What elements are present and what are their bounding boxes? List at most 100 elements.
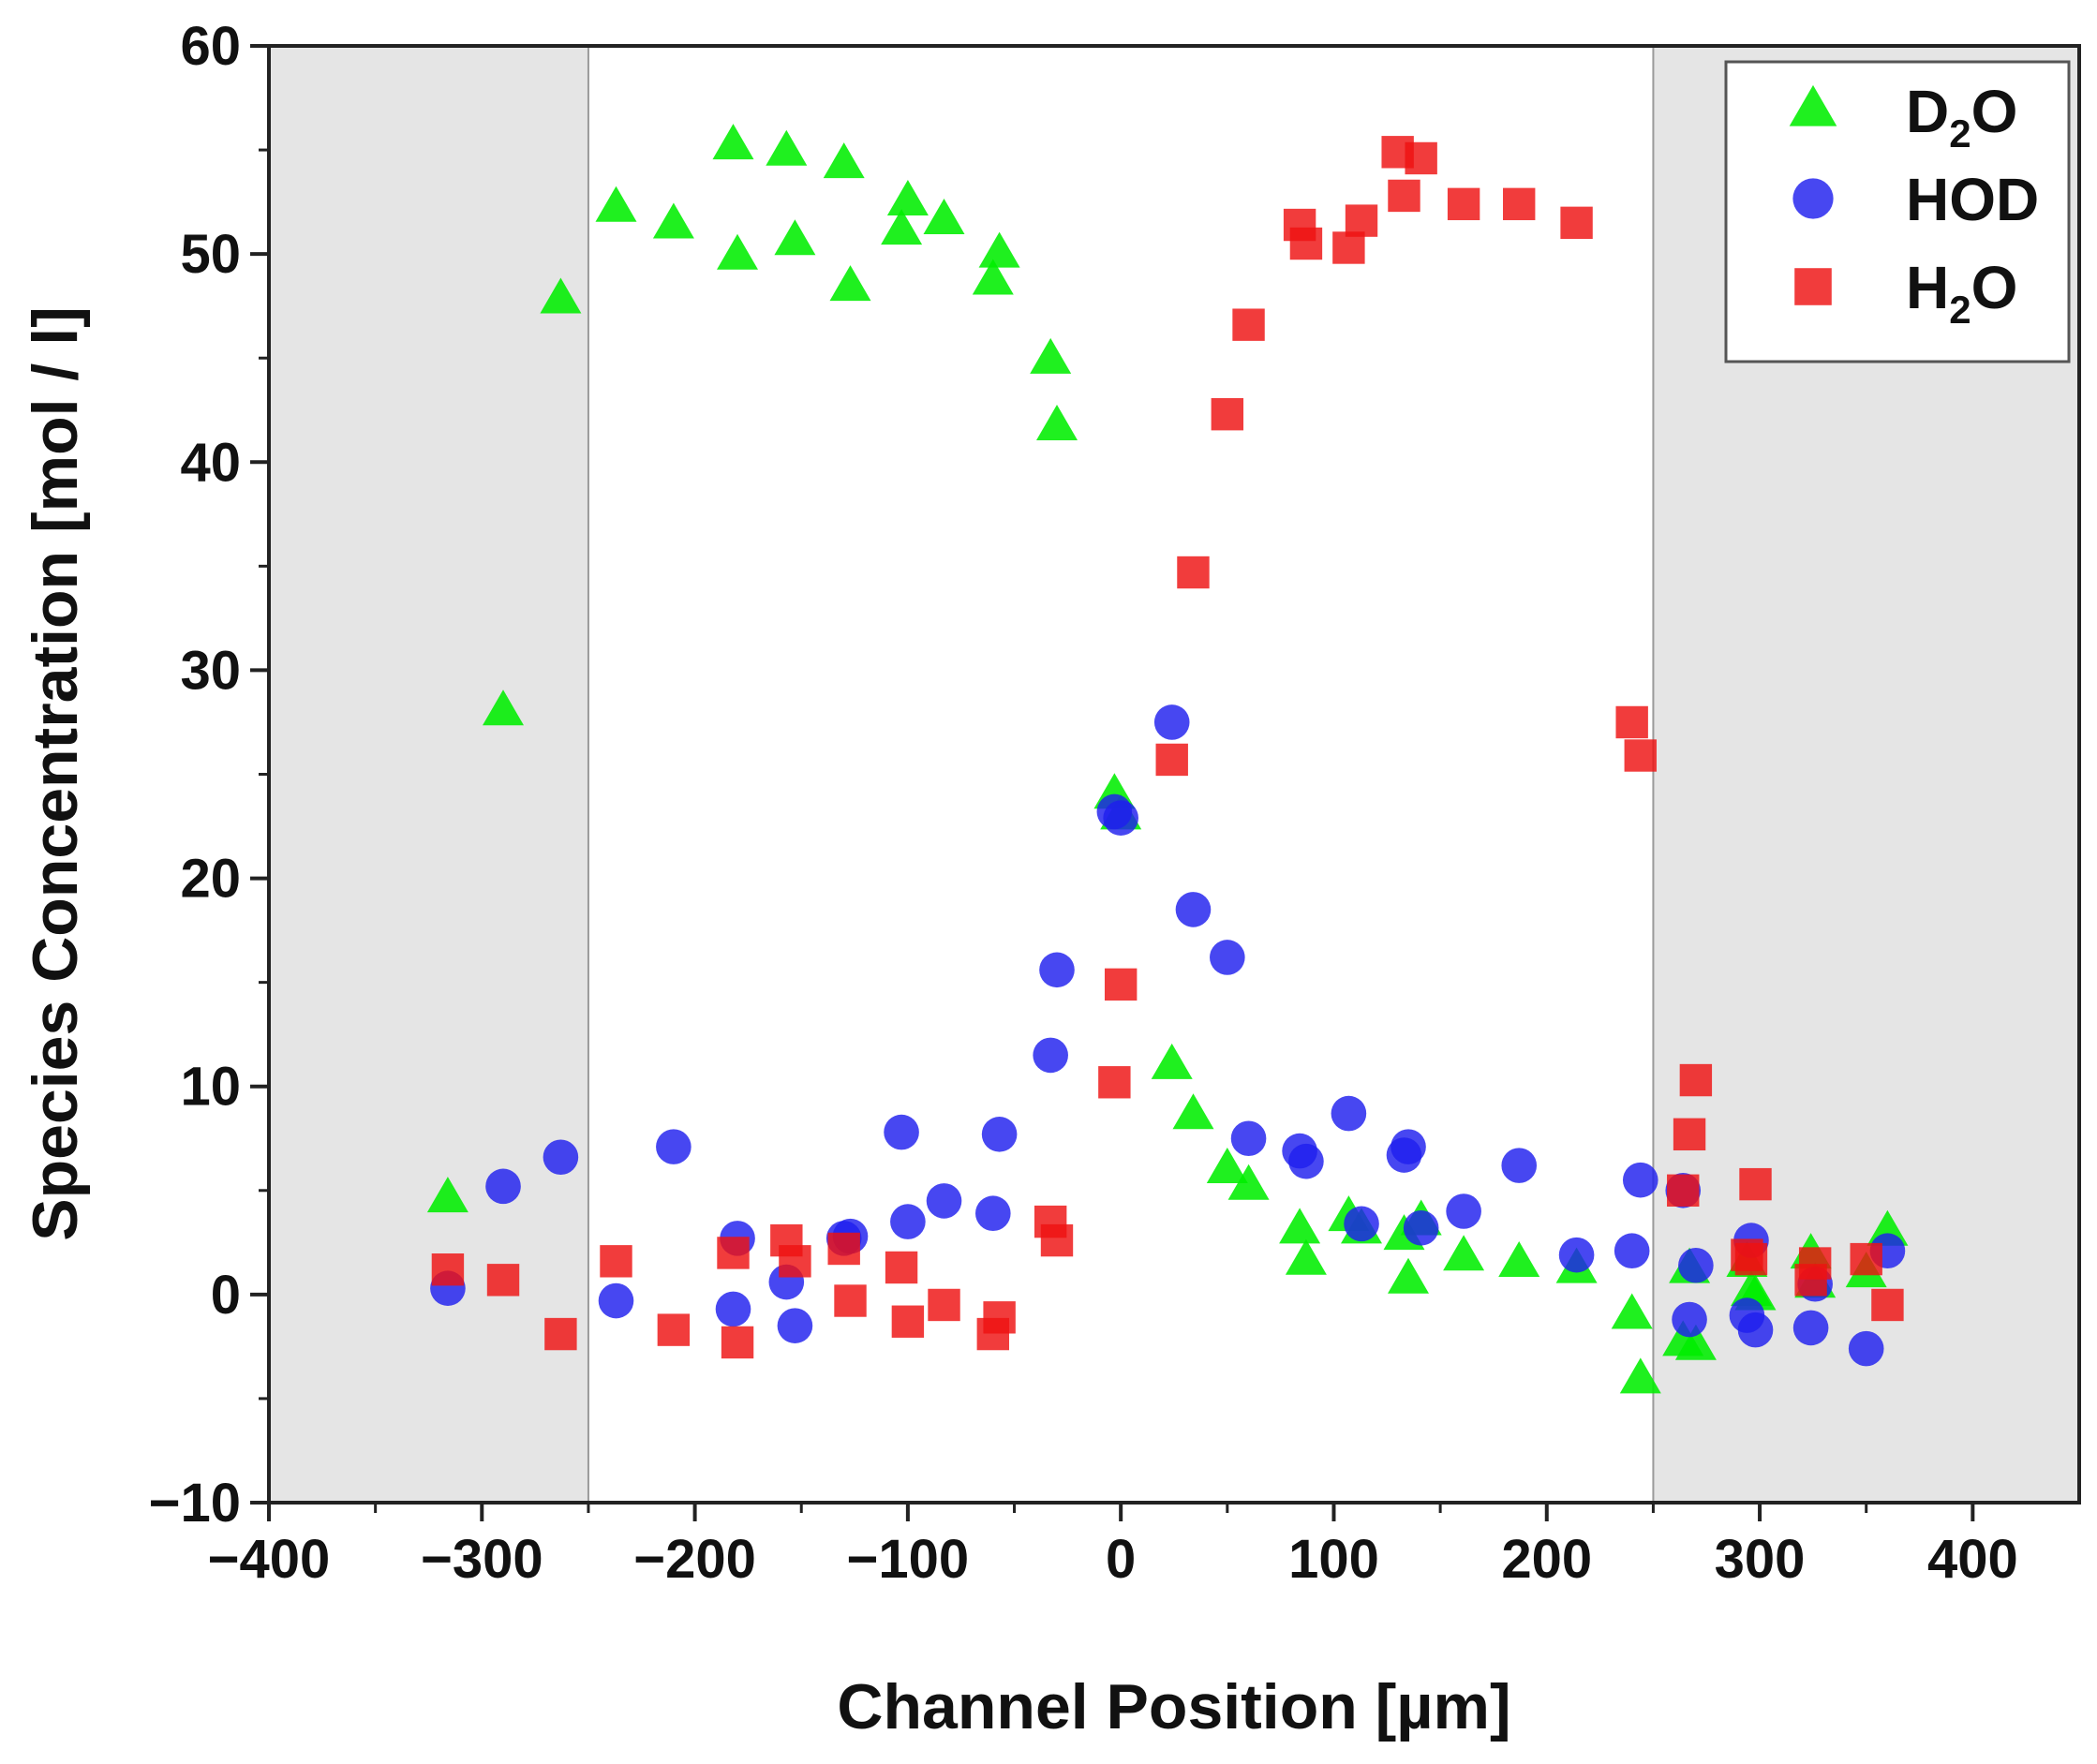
d2o-point (1498, 1241, 1540, 1277)
legend: D2O HOD H2O (1724, 60, 2071, 363)
series-HOD (430, 704, 1906, 1367)
d2o-point (1611, 1293, 1653, 1329)
x-tick-label: 100 (1288, 1529, 1379, 1590)
x-tick-label: 300 (1715, 1529, 1806, 1590)
hod-point (884, 1114, 919, 1150)
plot-frame (267, 44, 2081, 1505)
y-tick-label: 30 (180, 640, 241, 701)
h2o-point (834, 1284, 867, 1317)
hod-point (1175, 892, 1212, 927)
h2o-point (1232, 308, 1265, 341)
h2o-point (1040, 1223, 1074, 1257)
y-tick-label: 50 (180, 224, 241, 285)
y-axis-ticks: −10 0 10 20 30 40 50 60 (149, 16, 269, 1534)
h2o-point (1679, 1063, 1713, 1097)
x-tick-label: 400 (1927, 1529, 2018, 1590)
hod-point (777, 1308, 813, 1343)
hod-point (1039, 952, 1075, 988)
d2o-point (881, 209, 923, 245)
h2o-point (891, 1305, 925, 1338)
hod-point (926, 1183, 962, 1219)
h2o-point (1405, 141, 1437, 175)
h2o-point (983, 1301, 1016, 1334)
hod-point (1501, 1148, 1538, 1183)
x-tick-label: −200 (633, 1529, 756, 1590)
hod-point (656, 1129, 692, 1164)
d2o-point (426, 1177, 468, 1213)
h2o-point (1560, 206, 1593, 240)
d2o-point (1036, 405, 1078, 440)
h2o-point (1447, 187, 1480, 221)
h2o-point (928, 1288, 960, 1322)
h2o-point (1345, 204, 1378, 237)
y-tick-label: 0 (211, 1265, 241, 1326)
h2o-point (431, 1253, 465, 1286)
h2o-point (1211, 397, 1244, 431)
y-tick-label: 20 (180, 849, 241, 910)
h2o-point (600, 1245, 632, 1278)
hod-point (543, 1139, 579, 1176)
d2o-point (595, 185, 637, 222)
d2o-point (923, 199, 965, 234)
hod-point (1033, 1037, 1068, 1074)
h2o-point (779, 1245, 811, 1278)
h2o-point (1104, 968, 1138, 1001)
hod-point (1403, 1209, 1439, 1246)
d2o-point (717, 233, 758, 270)
d2o-point (774, 219, 816, 256)
h2o-point (1850, 1242, 1882, 1276)
x-tick-label: −400 (208, 1529, 331, 1590)
legend-marker-h2o (1794, 268, 1832, 305)
legend-label-hod: HOD (1906, 166, 2039, 233)
hod-point (1230, 1120, 1267, 1157)
h2o-point (1615, 705, 1648, 739)
hod-point (1558, 1237, 1595, 1273)
x-tick-label: 0 (1106, 1529, 1136, 1590)
d2o-point (1151, 1043, 1193, 1079)
hod-point (981, 1117, 1018, 1152)
d2o-point (1030, 337, 1072, 374)
h2o-point (1798, 1247, 1832, 1280)
d2o-point (1443, 1235, 1485, 1271)
y-tick-label: 60 (180, 16, 241, 77)
shaded-region-0 (269, 46, 588, 1503)
hod-point (1678, 1247, 1714, 1283)
legend-marker-d2o (1789, 84, 1837, 126)
h2o-point (1667, 1174, 1700, 1207)
x-axis-ticks: −400 −300 −200 −100 0 100 200 300 400 (208, 1503, 2018, 1590)
d2o-point (972, 259, 1014, 295)
legend-marker-hod (1792, 178, 1834, 219)
d2o-point (886, 180, 929, 215)
d2o-point (540, 277, 582, 314)
legend-box (1724, 60, 2071, 363)
h2o-point (1155, 743, 1188, 777)
d2o-point (652, 202, 694, 239)
hod-point (1103, 800, 1138, 836)
d2o-point (1674, 1324, 1717, 1360)
hod-point (1848, 1330, 1884, 1367)
hod-point (1391, 1129, 1426, 1164)
d2o-point (712, 124, 754, 160)
d2o-point (1285, 1238, 1327, 1275)
h2o-point (721, 1326, 754, 1359)
d2o-point (1388, 1257, 1429, 1294)
hod-point (1288, 1143, 1324, 1179)
hod-point (1792, 1310, 1829, 1346)
series-H2O (431, 136, 1904, 1359)
x-tick-label: −100 (847, 1529, 970, 1590)
d2o-point (1206, 1148, 1248, 1183)
hod-point (1331, 1095, 1367, 1132)
h2o-point (1388, 179, 1420, 213)
h2o-point (1289, 227, 1323, 260)
h2o-point (1734, 1242, 1768, 1276)
d2o-point (483, 689, 524, 726)
hod-point (1622, 1162, 1658, 1198)
d2o-point (1279, 1208, 1321, 1244)
hod-point (1672, 1301, 1707, 1338)
y-tick-label: 40 (180, 432, 241, 493)
legend-label-d2o: D2O (1906, 78, 2017, 156)
d2o-point (829, 265, 871, 302)
d2o-point (1227, 1164, 1270, 1200)
hod-point (1210, 940, 1245, 975)
